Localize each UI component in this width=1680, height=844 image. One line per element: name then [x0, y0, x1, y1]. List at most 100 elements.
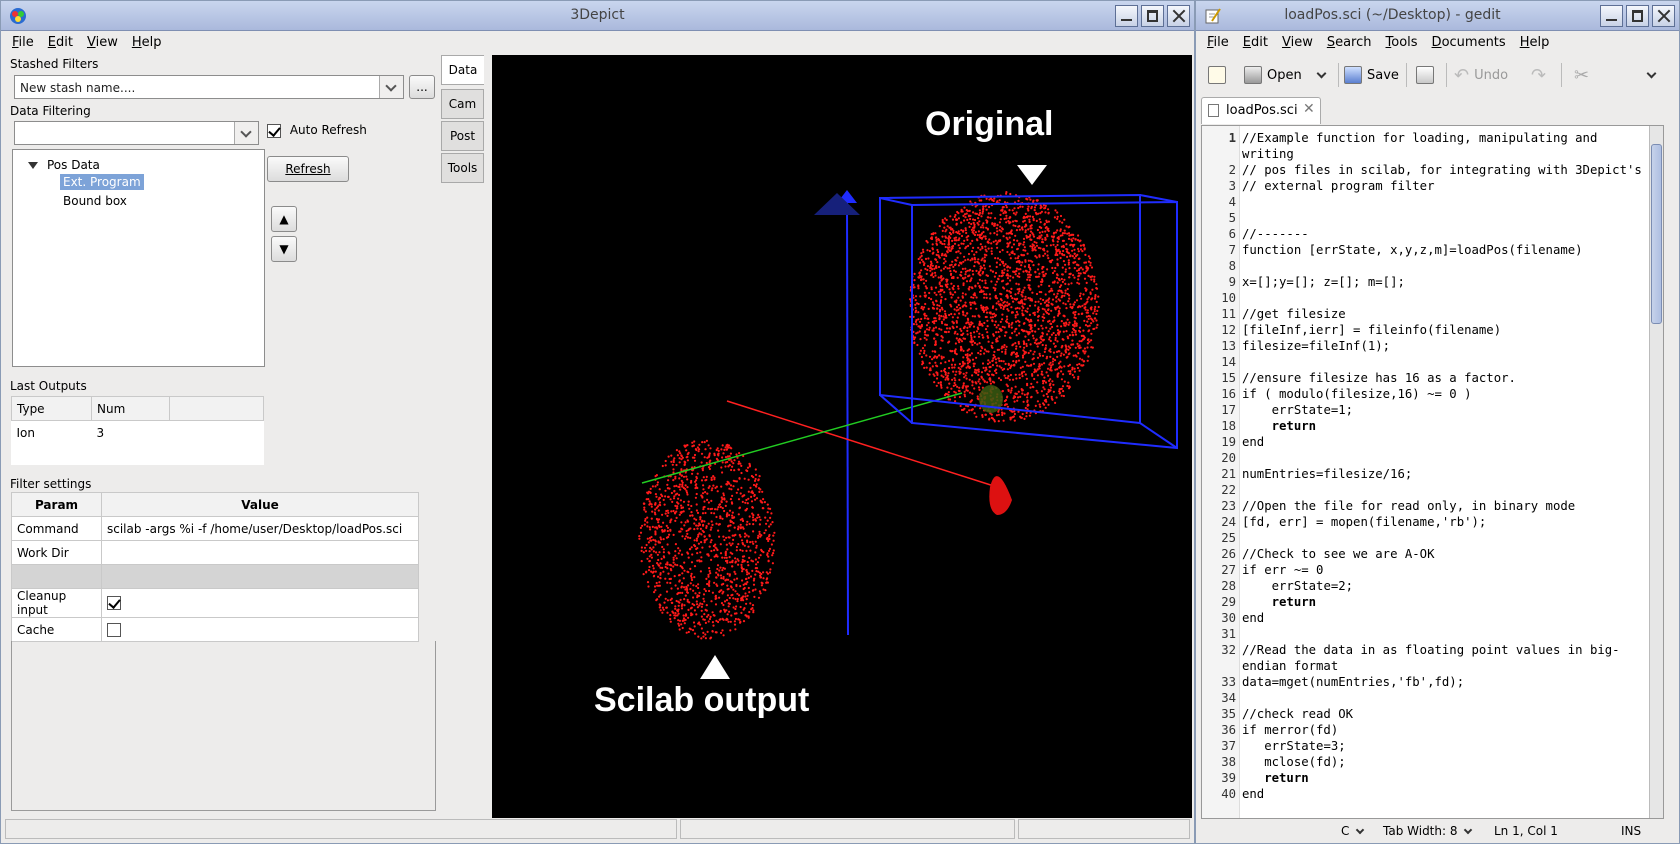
tree-item-ext-program[interactable]: Ext. Program: [60, 174, 144, 190]
table-row[interactable]: Cache: [11, 617, 419, 642]
refresh-button[interactable]: Refresh: [267, 156, 349, 182]
settings-header-value[interactable]: Value: [101, 492, 419, 517]
code-line[interactable]: 6//-------: [1202, 226, 1650, 242]
tree-root-row[interactable]: Pos Data: [28, 158, 100, 172]
filter-add-combo[interactable]: [14, 121, 259, 145]
document-tab[interactable]: loadPos.sci ✕: [1201, 97, 1321, 124]
undo-button[interactable]: ↶ Undo: [1454, 59, 1508, 91]
toolbar-overflow-dropdown[interactable]: [1646, 59, 1662, 91]
code-line[interactable]: 9 x=[];y=[]; z=[]; m=[];: [1202, 274, 1650, 290]
menu-tools[interactable]: Tools: [1385, 35, 1418, 50]
table-row[interactable]: Ion 3: [12, 421, 264, 445]
code-line[interactable]: 32//Read the data in as floating point v…: [1202, 642, 1650, 674]
tab-data[interactable]: Data: [441, 55, 484, 85]
new-button[interactable]: [1208, 59, 1226, 91]
menu-view[interactable]: View: [86, 35, 118, 50]
auto-refresh-checkbox[interactable]: [267, 123, 281, 138]
print-button[interactable]: [1416, 59, 1434, 91]
cache-checkbox[interactable]: [107, 622, 121, 637]
code-line[interactable]: 29 return: [1202, 594, 1650, 610]
3d-viewport[interactable]: Original Scilab output: [492, 55, 1192, 818]
tree-item-bound-box[interactable]: Bound box: [63, 194, 127, 208]
code-line[interactable]: 23//Open the file for read only, in bina…: [1202, 498, 1650, 514]
code-line[interactable]: 26//Check to see we are A-OK: [1202, 546, 1650, 562]
expander-triangle-icon[interactable]: [28, 162, 38, 169]
tab-post[interactable]: Post: [441, 121, 484, 151]
code-line[interactable]: 34: [1202, 690, 1650, 706]
code-line[interactable]: 10: [1202, 290, 1650, 306]
code-line[interactable]: 2// pos files in scilab, for integrating…: [1202, 162, 1650, 178]
minimize-button[interactable]: [1600, 5, 1623, 27]
code-line[interactable]: 1//Example function for loading, manipul…: [1202, 130, 1650, 162]
table-row[interactable]: Work Dir: [11, 540, 419, 565]
code-line[interactable]: 5: [1202, 210, 1650, 226]
save-button[interactable]: Save: [1344, 59, 1399, 91]
code-line[interactable]: 25: [1202, 530, 1650, 546]
code-line[interactable]: 36 if merror(fd): [1202, 722, 1650, 738]
value-cell[interactable]: [101, 617, 419, 642]
gedit-titlebar[interactable]: loadPos.sci (~/Desktop) - gedit: [1196, 1, 1679, 31]
code-line[interactable]: 13 filesize=fileInf(1);: [1202, 338, 1650, 354]
code-line[interactable]: 4: [1202, 194, 1650, 210]
table-row[interactable]: Cleanup input: [11, 588, 419, 618]
code-line[interactable]: 12 [fileInf,ierr] = fileinfo(filename): [1202, 322, 1650, 338]
menu-file[interactable]: File: [1207, 35, 1229, 50]
close-tab-icon[interactable]: ✕: [1303, 101, 1315, 117]
tab-width-selector[interactable]: Tab Width: 8: [1383, 824, 1473, 838]
chevron-down-icon[interactable]: [379, 76, 403, 98]
code-lines[interactable]: 1//Example function for loading, manipul…: [1202, 130, 1650, 802]
language-selector[interactable]: C: [1341, 824, 1365, 838]
code-line[interactable]: 24 [fd, err] = mopen(filename,'rb');: [1202, 514, 1650, 530]
tab-cam[interactable]: Cam: [441, 89, 484, 119]
outputs-header-type[interactable]: Type: [11, 396, 92, 421]
code-line[interactable]: 31: [1202, 626, 1650, 642]
code-line[interactable]: 21 numEntries=filesize/16;: [1202, 466, 1650, 482]
editor-scrollbar[interactable]: [1649, 126, 1663, 818]
open-recent-dropdown[interactable]: [1316, 59, 1332, 91]
code-editor[interactable]: 1//Example function for loading, manipul…: [1201, 125, 1664, 819]
code-line[interactable]: 40 end: [1202, 786, 1650, 802]
value-cell[interactable]: scilab -args %i -f /home/user/Desktop/lo…: [101, 516, 419, 541]
code-line[interactable]: 30 end: [1202, 610, 1650, 626]
move-up-button[interactable]: ▲: [271, 206, 297, 232]
minimize-button[interactable]: [1115, 5, 1138, 27]
value-cell[interactable]: [101, 588, 419, 618]
code-line[interactable]: 19 end: [1202, 434, 1650, 450]
code-line[interactable]: 3// external program filter: [1202, 178, 1650, 194]
settings-header-param[interactable]: Param: [11, 492, 102, 517]
code-line[interactable]: 18 return: [1202, 418, 1650, 434]
code-line[interactable]: 20: [1202, 450, 1650, 466]
menu-file[interactable]: File: [12, 35, 34, 50]
code-line[interactable]: 17 errState=1;: [1202, 402, 1650, 418]
table-row[interactable]: Command scilab -args %i -f /home/user/De…: [11, 516, 419, 541]
code-line[interactable]: 27 if err ~= 0: [1202, 562, 1650, 578]
value-cell[interactable]: [101, 540, 419, 565]
code-line[interactable]: 15//ensure filesize has 16 as a factor.: [1202, 370, 1650, 386]
code-line[interactable]: 35//check read OK: [1202, 706, 1650, 722]
close-button[interactable]: [1167, 5, 1190, 27]
scrollbar-thumb[interactable]: [1651, 144, 1662, 324]
menu-help[interactable]: Help: [1519, 35, 1550, 50]
tab-tools[interactable]: Tools: [441, 153, 484, 183]
maximize-button[interactable]: [1141, 5, 1164, 27]
code-line[interactable]: 11//get filesize: [1202, 306, 1650, 322]
chevron-down-icon[interactable]: [234, 122, 258, 144]
code-line[interactable]: 14: [1202, 354, 1650, 370]
code-line[interactable]: 22: [1202, 482, 1650, 498]
filter-tree[interactable]: Pos Data Ext. Program Bound box: [12, 149, 265, 367]
move-down-button[interactable]: ▼: [271, 236, 297, 262]
menu-view[interactable]: View: [1281, 35, 1313, 50]
menu-edit[interactable]: Edit: [47, 35, 73, 50]
open-button[interactable]: Open: [1244, 59, 1302, 91]
code-line[interactable]: 28 errState=2;: [1202, 578, 1650, 594]
stash-more-button[interactable]: ...: [409, 75, 435, 99]
maximize-button[interactable]: [1626, 5, 1649, 27]
cut-button[interactable]: ✂: [1574, 59, 1589, 91]
code-line[interactable]: 38 mclose(fd);: [1202, 754, 1650, 770]
cleanup-input-checkbox[interactable]: [107, 596, 121, 611]
outputs-header-num[interactable]: Num: [91, 396, 170, 421]
redo-button[interactable]: ↷: [1531, 59, 1546, 91]
close-button[interactable]: [1652, 5, 1675, 27]
code-line[interactable]: 7 function [errState, x,y,z,m]=loadPos(fi…: [1202, 242, 1650, 258]
code-line[interactable]: 33 data=mget(numEntries,'fb',fd);: [1202, 674, 1650, 690]
